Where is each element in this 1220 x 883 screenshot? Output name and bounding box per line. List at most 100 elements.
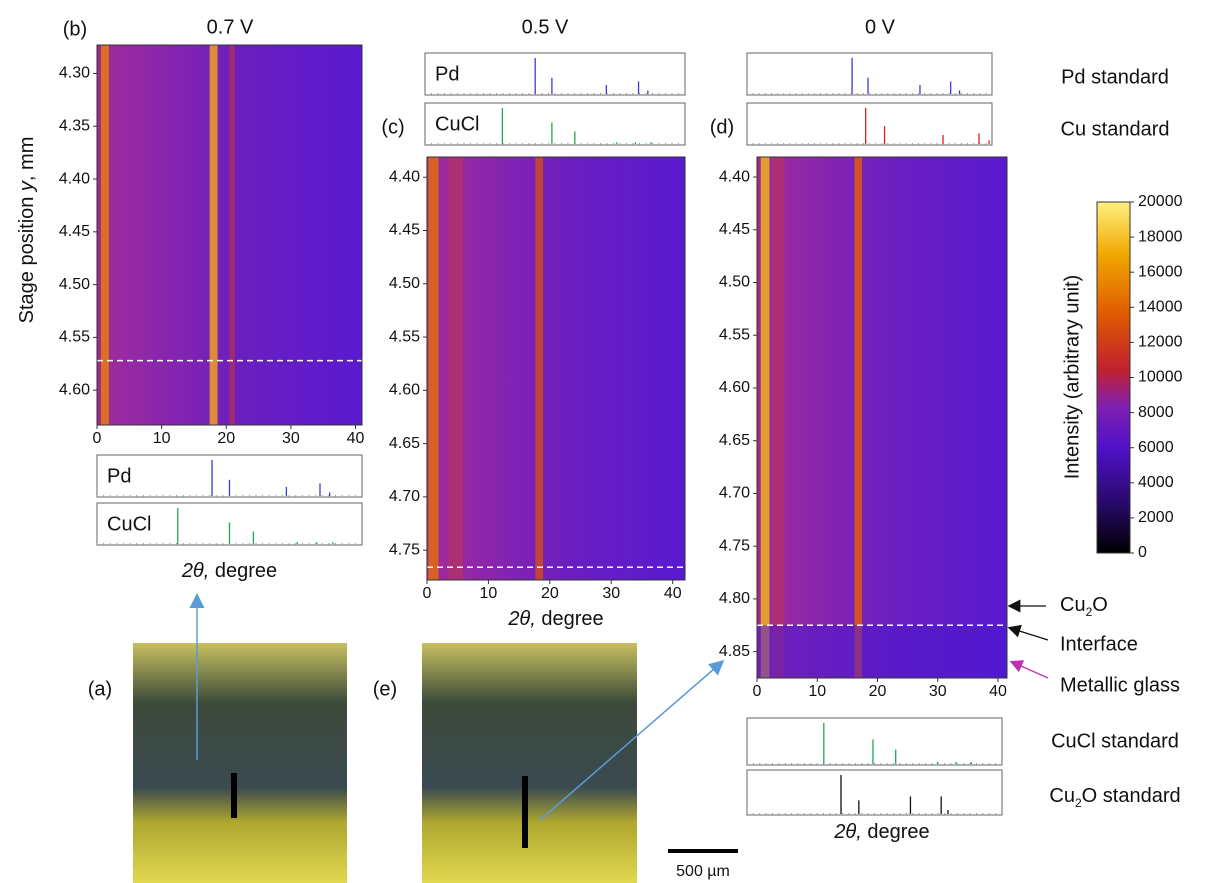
heatmap-region bbox=[757, 625, 1007, 678]
heatmap-band bbox=[100, 45, 109, 425]
colorbar-tick-label: 10000 bbox=[1138, 369, 1183, 386]
colorbar-tick-label: 20000 bbox=[1138, 193, 1183, 210]
colorbar bbox=[1096, 201, 1131, 554]
annotation-part: Cu bbox=[1060, 594, 1086, 616]
annotation-part: 2 bbox=[1086, 605, 1093, 619]
annotation: Cu2O bbox=[1060, 594, 1108, 619]
y-tick-label: 4.75 bbox=[389, 541, 420, 558]
standard-name: Pd bbox=[107, 465, 131, 487]
y-tick-label: 4.55 bbox=[389, 328, 420, 345]
link-arrow bbox=[539, 660, 725, 821]
heatmap-band bbox=[760, 157, 770, 678]
x-tick-label: 20 bbox=[541, 585, 559, 602]
x-tick-label: 10 bbox=[808, 683, 826, 700]
x-axis-label-part: degree bbox=[209, 560, 277, 582]
y-tick-label: 4.45 bbox=[389, 222, 420, 239]
x-tick-label: 0 bbox=[93, 430, 102, 447]
marker-bar bbox=[231, 773, 237, 818]
x-axis-label: 2θ, degree bbox=[507, 608, 603, 630]
y-tick-label: 4.50 bbox=[59, 276, 90, 293]
y-tick-label: 4.50 bbox=[719, 274, 750, 291]
scale-bar-label: 500 µm bbox=[676, 863, 730, 880]
panel-label: (a) bbox=[88, 678, 112, 700]
x-axis-label-part: degree bbox=[862, 821, 930, 843]
x-tick-label: 30 bbox=[602, 585, 620, 602]
x-tick-label: 10 bbox=[153, 430, 171, 447]
x-tick-label: 20 bbox=[217, 430, 235, 447]
x-tick-label: 0 bbox=[423, 585, 432, 602]
y-tick-label: 4.85 bbox=[719, 643, 750, 660]
colorbar-tick-label: 8000 bbox=[1138, 404, 1174, 421]
x-tick-label: 10 bbox=[480, 585, 498, 602]
photo-a bbox=[133, 643, 347, 883]
y-tick-label: 4.70 bbox=[389, 488, 420, 505]
heatmap bbox=[427, 157, 685, 580]
heatmap-band bbox=[535, 157, 544, 580]
y-tick-label: 4.75 bbox=[719, 537, 750, 554]
heatmap-frame bbox=[426, 156, 686, 581]
panel-title: 0 V bbox=[865, 16, 896, 38]
standard-name: CuCl bbox=[435, 113, 479, 135]
annotation: Interface bbox=[1060, 633, 1138, 655]
y-tick-label: 4.65 bbox=[389, 435, 420, 452]
heatmap-band bbox=[428, 157, 439, 580]
standard-name-part: Cu bbox=[1049, 785, 1075, 807]
annotation-part: O bbox=[1092, 594, 1108, 616]
heatmap-band bbox=[772, 157, 785, 678]
standard-name: CuCl bbox=[107, 513, 151, 535]
y-tick-label: 4.55 bbox=[719, 326, 750, 343]
panel-label: (e) bbox=[373, 678, 397, 700]
x-axis-label: 2θ, degree bbox=[833, 821, 929, 843]
y-axis-label-part: , mm bbox=[16, 137, 38, 181]
y-tick-label: 4.60 bbox=[59, 381, 90, 398]
standard-frame bbox=[746, 769, 1003, 816]
x-axis-label-part: 2θ, bbox=[507, 608, 536, 630]
heatmap-frame bbox=[756, 156, 1008, 679]
x-tick-label: 0 bbox=[753, 683, 762, 700]
colorbar-tick-label: 6000 bbox=[1138, 439, 1174, 456]
y-tick-label: 4.60 bbox=[389, 382, 420, 399]
annotation: Metallic glass bbox=[1060, 674, 1180, 696]
y-tick-label: 4.80 bbox=[719, 590, 750, 607]
y-axis-label-part: y bbox=[16, 180, 38, 193]
y-tick-label: 4.45 bbox=[719, 221, 750, 238]
y-tick-label: 4.65 bbox=[719, 432, 750, 449]
heatmap-band bbox=[447, 157, 464, 580]
y-tick-label: 4.45 bbox=[59, 223, 90, 240]
y-tick-label: 4.55 bbox=[59, 329, 90, 346]
heatmap-band bbox=[854, 157, 862, 678]
heatmap-band bbox=[229, 45, 235, 425]
x-tick-label: 20 bbox=[869, 683, 887, 700]
annotation-arrow bbox=[1009, 660, 1049, 679]
standard-frame bbox=[746, 102, 993, 146]
colorbar-tick-label: 4000 bbox=[1138, 474, 1174, 491]
y-tick-label: 4.50 bbox=[389, 275, 420, 292]
annotation-arrow bbox=[1007, 624, 1049, 641]
y-tick-label: 4.40 bbox=[389, 168, 420, 185]
x-axis-label: 2θ, degree bbox=[181, 560, 277, 582]
y-axis-label: Stage position y, mm bbox=[16, 137, 38, 324]
standard-name: CuCl standard bbox=[1051, 730, 1179, 752]
standard-name-part: 2 bbox=[1075, 796, 1082, 810]
panel-title: 0.5 V bbox=[522, 16, 569, 38]
x-axis-label-part: degree bbox=[536, 608, 604, 630]
y-tick-label: 4.40 bbox=[719, 168, 750, 185]
x-tick-label: 40 bbox=[664, 585, 682, 602]
panel-label: (b) bbox=[63, 18, 87, 40]
colorbar-tick-label: 14000 bbox=[1138, 299, 1183, 316]
panel-label: (d) bbox=[710, 116, 734, 138]
colorbar-tick-label: 2000 bbox=[1138, 509, 1174, 526]
y-tick-label: 4.35 bbox=[59, 117, 90, 134]
y-tick-label: 4.60 bbox=[719, 379, 750, 396]
x-tick-label: 40 bbox=[989, 683, 1007, 700]
colorbar-label: Intensity (arbitrary unit) bbox=[1061, 275, 1083, 480]
standard-name: Pd bbox=[435, 63, 459, 85]
heatmap-band bbox=[209, 45, 218, 425]
x-axis-label-part: 2θ, bbox=[833, 821, 862, 843]
standard-frame bbox=[424, 102, 686, 146]
standard-frame bbox=[424, 52, 686, 96]
y-tick-label: 4.30 bbox=[59, 65, 90, 82]
x-tick-label: 30 bbox=[282, 430, 300, 447]
standard-frame bbox=[746, 717, 1003, 766]
colorbar-tick-label: 16000 bbox=[1138, 263, 1183, 280]
